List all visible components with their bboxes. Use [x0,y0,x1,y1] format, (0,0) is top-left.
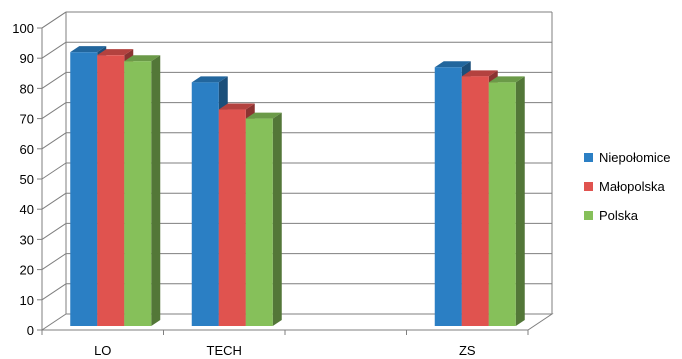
legend-item-malopolska: Małopolska [584,172,682,201]
bar-top [97,49,134,56]
y-tick-label: 90 [20,51,34,66]
bar-side [151,55,161,326]
x-tick-label: ZS [459,343,476,358]
gridline-side [41,11,67,29]
y-tick-label: 30 [20,232,34,247]
bar-top [488,76,525,83]
bar-top [218,103,255,110]
bar [434,67,462,326]
legend-swatch-polska [584,211,593,220]
y-tick-label: 80 [20,81,34,96]
legend: Niepołomice Małopolska Polska [584,143,682,230]
y-tick-label: 10 [20,293,34,308]
legend-swatch-malopolska [584,182,593,191]
bar [218,109,246,326]
y-tick-label: 100 [12,21,34,36]
x-tick-label: TECH [207,343,242,358]
y-tick-label: 50 [20,172,34,187]
bar [124,61,152,326]
legend-label-polska: Polska [599,208,639,223]
gridline-side [41,222,67,240]
y-tick-label: 70 [20,112,34,127]
gridline-side [41,41,67,59]
bar [245,118,273,326]
gridline-side [41,283,67,301]
gridline-side [41,132,67,150]
bar [191,82,219,326]
x-tick-label: LO [94,343,111,358]
bar [461,76,489,326]
legend-label-malopolska: Małopolska [599,179,665,194]
bar-top [434,61,471,68]
gridline-side [41,102,67,120]
legend-item-niepolomice: Niepołomice [584,143,682,172]
legend-swatch-niepolomice [584,153,593,162]
y-tick-label: 0 [27,323,34,338]
bar-top [461,70,498,77]
y-tick-label: 60 [20,142,34,157]
bar [488,82,516,326]
gridline-side [41,192,67,210]
gridline-side [41,71,67,89]
y-tick-label: 40 [20,202,34,217]
bar-side [272,112,282,326]
bar-top [124,55,161,62]
y-tick-label: 20 [20,263,34,278]
bar-side [515,76,525,326]
bar-top [245,112,282,119]
bar-top [191,76,228,83]
bar [70,52,98,326]
gridline-side [41,162,67,180]
bar-top [70,46,107,53]
gridline-side [41,253,67,271]
legend-label-niepolomice: Niepołomice [599,150,671,165]
bar [97,55,125,327]
legend-item-polska: Polska [584,201,682,230]
